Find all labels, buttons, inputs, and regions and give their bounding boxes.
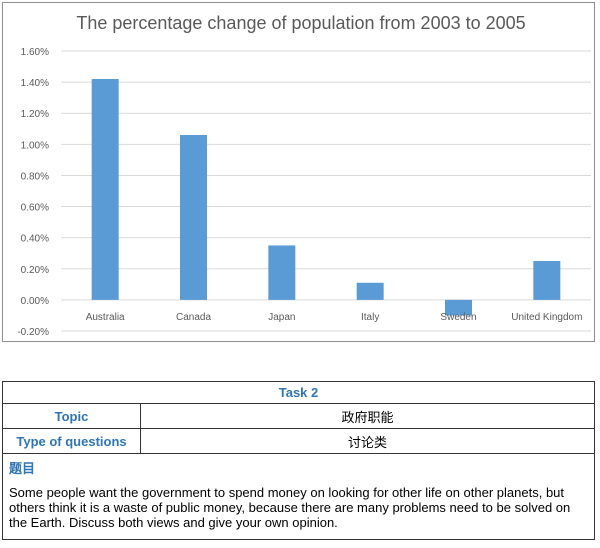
bar-australia [91, 79, 119, 300]
bar-united-kingdom [533, 261, 561, 300]
question-cell: 题目 Some people want the government to sp… [2, 453, 595, 540]
topic-label: Topic [2, 403, 141, 429]
y-axis-ticks: -0.20% 0.00% 0.20% 0.40% 0.60% 0.80% 1.00% 1.20… [17, 47, 49, 338]
y-tick-label: 1.00% [21, 140, 49, 151]
topic-value: 政府职能 [140, 403, 595, 429]
x-tick-label: Italy [361, 312, 379, 323]
y-tick-label: 0.60% [21, 203, 49, 214]
bar-japan [268, 245, 296, 300]
x-tick-label: Sweden [440, 312, 476, 323]
gridlines [61, 50, 591, 332]
x-tick-label: United Kingdom [511, 312, 582, 323]
x-tick-label: Canada [176, 312, 211, 323]
type-label: Type of questions [2, 428, 141, 454]
chart-canvas: The percentage change of population from… [17, 13, 591, 338]
y-tick-label: 1.60% [21, 47, 49, 58]
bar-canada [180, 135, 207, 300]
y-tick-label: -0.20% [17, 327, 49, 338]
question-title: 题目 [9, 461, 36, 476]
bar-sweden [445, 299, 472, 316]
y-tick-label: 1.20% [21, 109, 49, 120]
bar-chart: The percentage change of population from… [2, 2, 595, 342]
x-tick-label: Japan [268, 312, 295, 323]
task-header: Task 2 [2, 381, 595, 404]
y-tick-label: 0.80% [21, 171, 49, 182]
y-tick-label: 0.20% [21, 265, 49, 276]
bar-italy [356, 282, 384, 300]
x-axis-ticks: Australia Canada Japan Italy Sweden United Ki… [86, 312, 583, 323]
y-tick-label: 0.00% [21, 296, 49, 307]
task-table: Task 2 Topic 政府职能 Type of questions 讨论类 … [2, 381, 595, 540]
y-tick-label: 0.40% [21, 234, 49, 245]
x-tick-label: Australia [86, 312, 125, 323]
question-text: Some people want the government to spend… [9, 485, 571, 530]
chart-title: The percentage change of population from… [76, 13, 525, 33]
y-tick-label: 1.40% [21, 78, 49, 89]
bars [91, 79, 561, 316]
type-value: 讨论类 [140, 428, 595, 454]
